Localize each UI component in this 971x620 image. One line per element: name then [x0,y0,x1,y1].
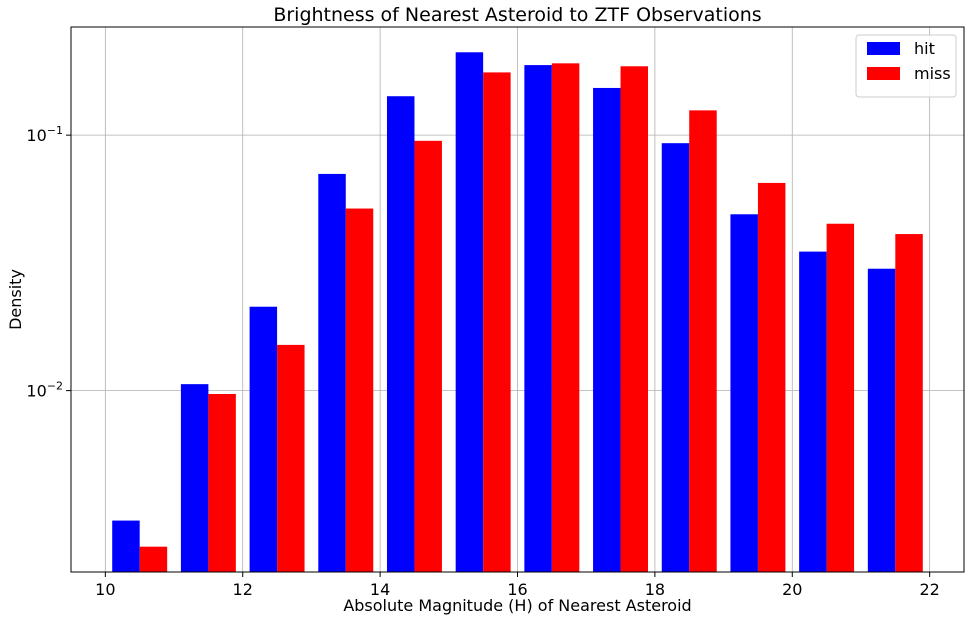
x-tick-label: 14 [370,580,390,599]
bar-hit [455,52,484,572]
y-tick-label: 10−2 [26,380,63,401]
bar-hit [799,251,827,573]
bar-miss [895,234,923,572]
x-tick-label: 20 [782,580,802,599]
legend-label-hit: hit [914,39,935,58]
bar-hit [593,87,621,573]
bar-hit [661,143,690,572]
bar-hit [730,214,758,572]
grid [71,27,964,572]
y-axis-label: Density [6,269,25,330]
bar-miss [483,72,511,573]
bar-miss [139,546,168,572]
x-tick-label: 12 [233,580,253,599]
legend-swatch-miss [867,67,900,80]
x-ticks: 10 12 14 16 18 20 22 [95,572,940,599]
bar-miss [414,140,442,572]
legend-label-miss: miss [914,64,951,83]
bar-hit [386,96,415,572]
bar-miss [620,66,649,572]
x-tick-label: 18 [645,580,665,599]
bar-miss [208,393,236,572]
bar-hit [867,268,896,572]
bar-hit [249,306,278,572]
bar-miss [277,344,305,572]
bar-miss [757,182,786,572]
bar-hit [112,520,140,572]
bars [112,52,923,573]
bar-miss [551,63,580,572]
x-tick-label: 10 [95,580,115,599]
bar-miss [689,110,717,572]
bar-miss [345,208,374,572]
bar-hit [180,384,209,572]
legend: hit miss [855,34,957,98]
legend-swatch-hit [867,42,900,55]
x-axis-label: Absolute Magnitude (H) of Nearest Astero… [343,596,691,615]
x-tick-label: 16 [507,580,527,599]
x-tick-label: 22 [919,580,939,599]
bar-miss [826,223,855,572]
bar-hit [318,173,346,573]
y-ticks: 10−2 10−1 [26,124,71,401]
y-tick-label: 10−1 [26,124,63,145]
chart-title: Brightness of Nearest Asteroid to ZTF Ob… [273,4,761,26]
bar-hit [524,65,552,572]
